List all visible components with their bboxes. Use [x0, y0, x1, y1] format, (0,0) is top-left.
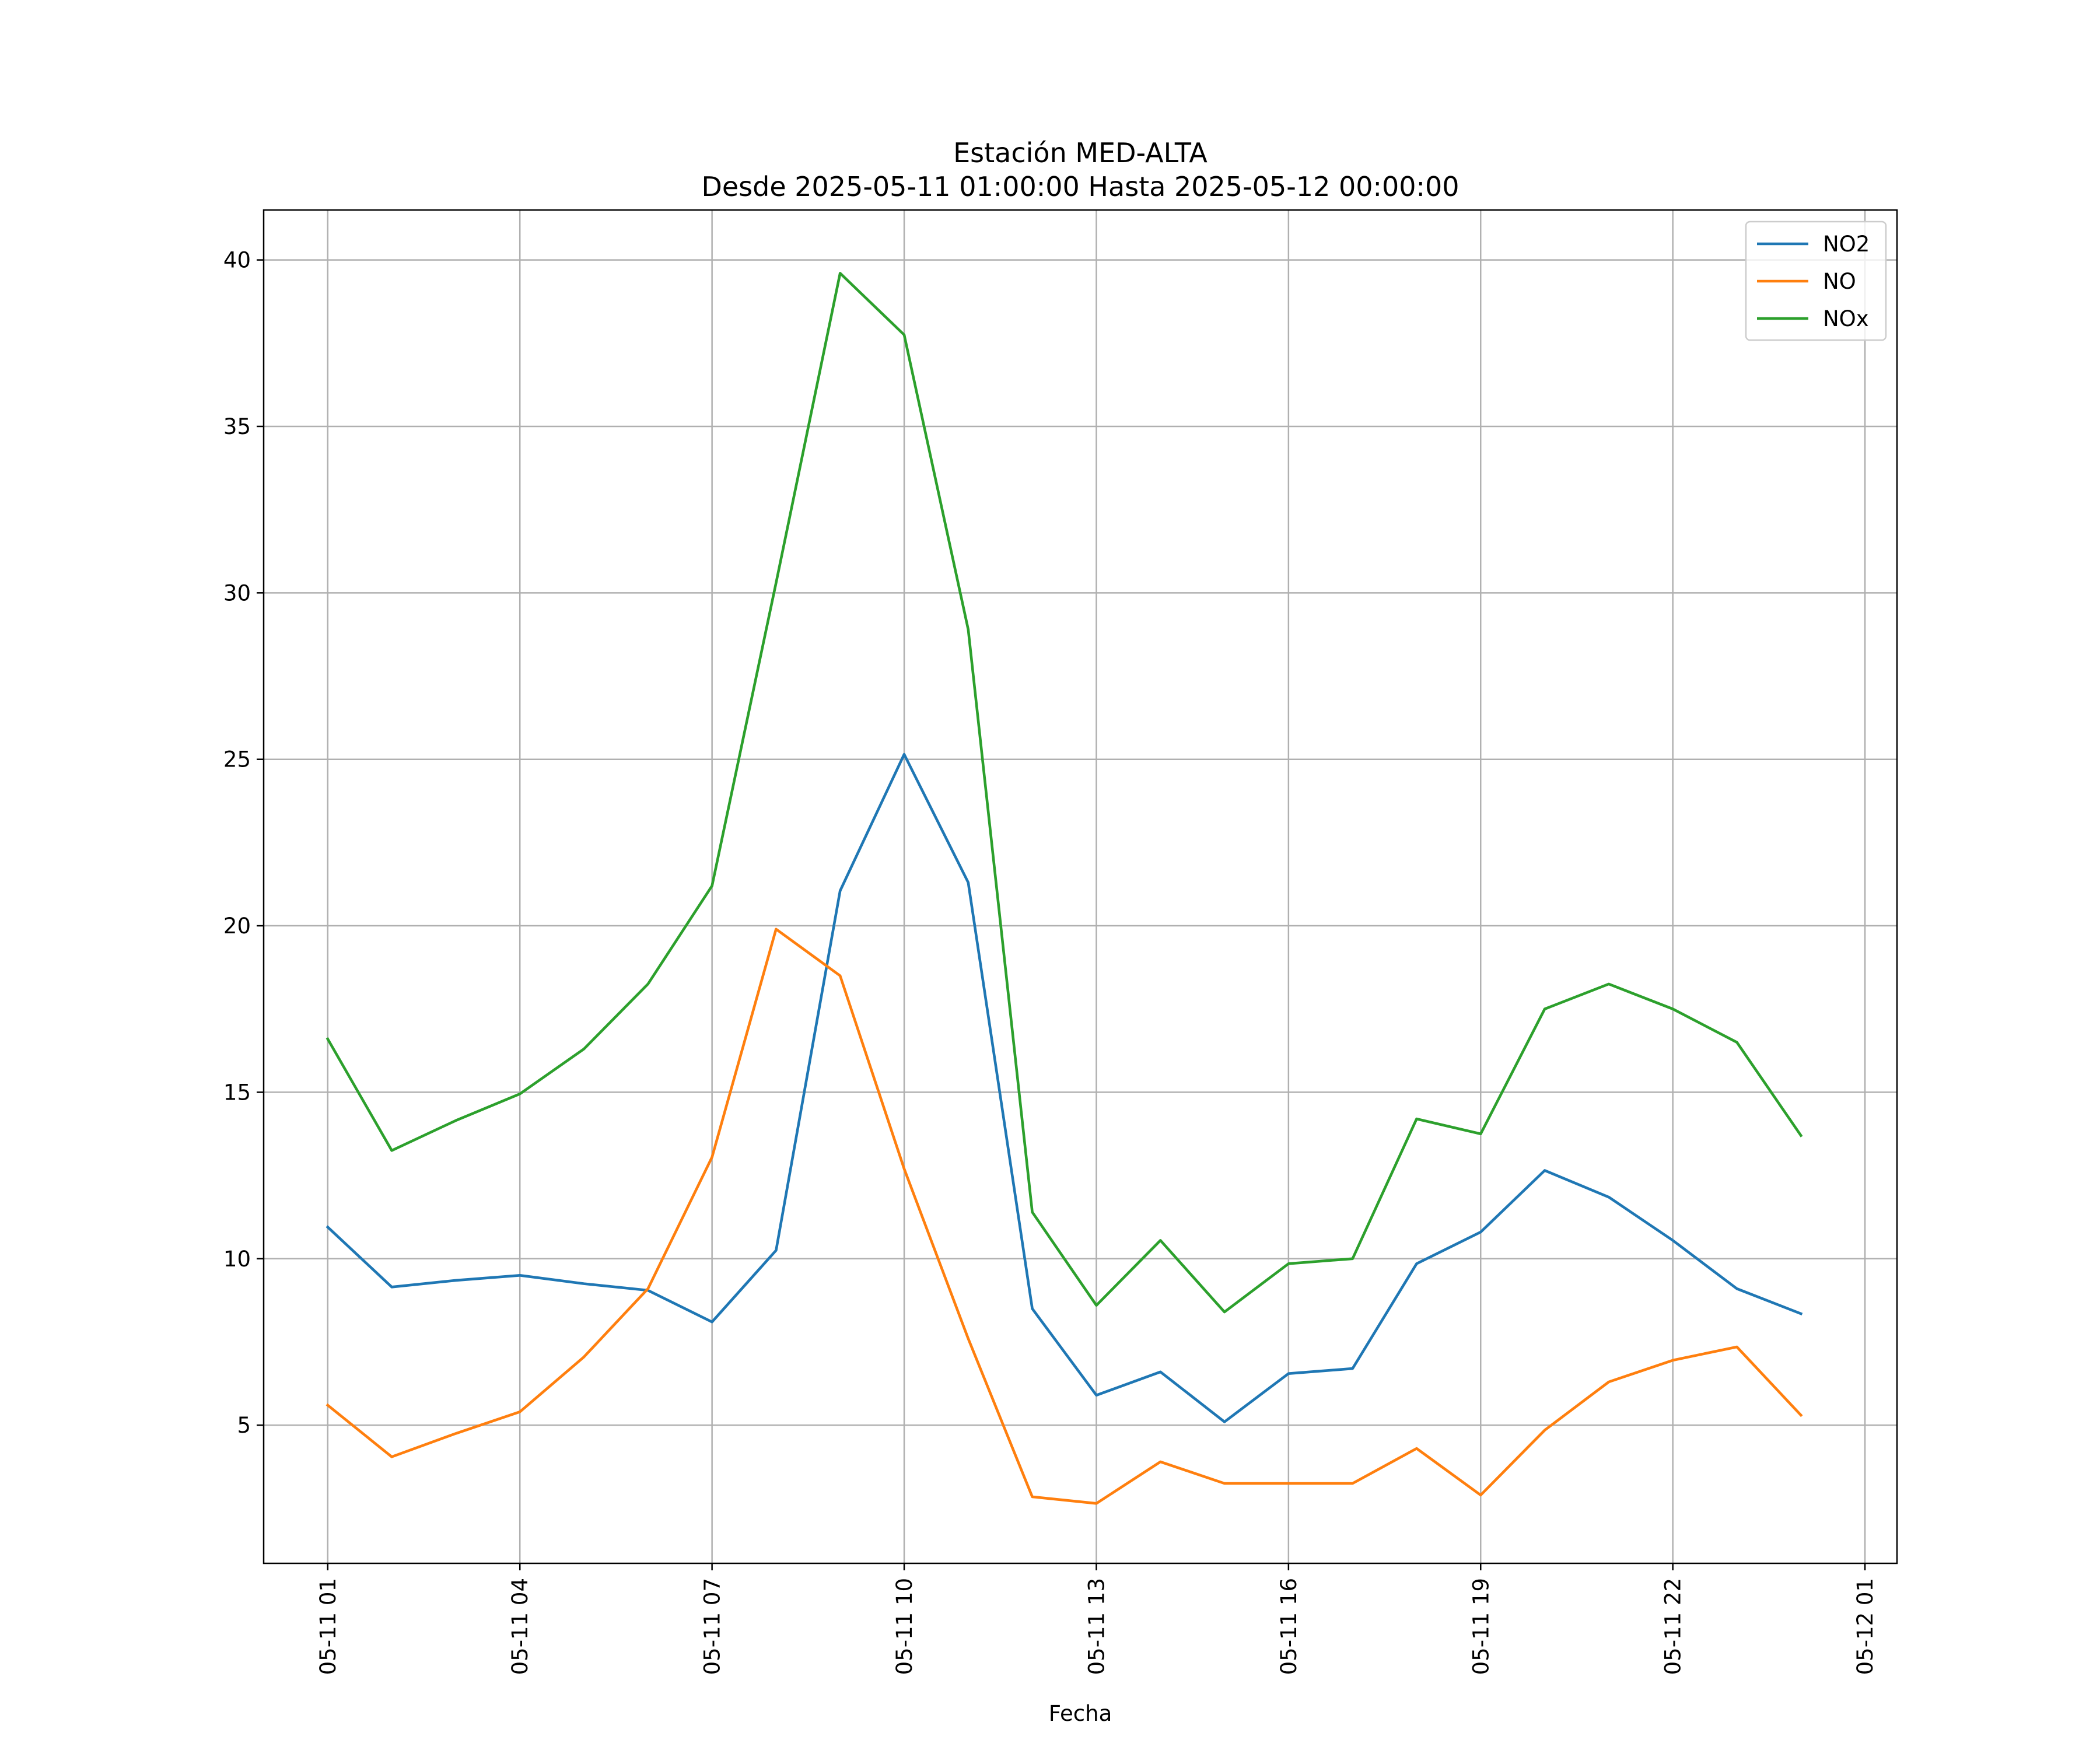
legend-label-no: NO — [1823, 269, 1856, 294]
x-tick-label: 05-11 16 — [1276, 1578, 1301, 1675]
x-tick-label: 05-12 01 — [1853, 1578, 1878, 1675]
x-tick-label: 05-11 10 — [892, 1578, 917, 1675]
x-tick-label: 05-11 07 — [700, 1578, 725, 1675]
chart-title: Estación MED-ALTA — [953, 137, 1208, 169]
y-tick-label: 20 — [223, 914, 251, 939]
series-lines — [326, 272, 1803, 1505]
y-tick-label: 10 — [223, 1247, 251, 1272]
y-tick-label: 40 — [223, 248, 251, 273]
y-tick-label: 35 — [223, 414, 251, 439]
legend-frame — [1745, 220, 1887, 341]
legend-label-nox: NOx — [1823, 306, 1869, 331]
plot-frame — [262, 209, 1898, 1564]
y-tick-label: 30 — [223, 580, 251, 606]
x-axis-label: Fecha — [1049, 1701, 1112, 1726]
x-tick-label: 05-11 13 — [1084, 1578, 1109, 1675]
x-tick-label: 05-11 04 — [508, 1578, 533, 1675]
y-axis-ticks: 5 10 15 20 25 30 35 40 — [223, 248, 264, 1438]
legend: NO2 NO NOx — [1745, 220, 1887, 341]
x-tick-label: 05-11 01 — [316, 1578, 341, 1675]
y-tick-label: 5 — [237, 1413, 251, 1438]
chart-subtitle: Desde 2025-05-11 01:00:00 Hasta 2025-05-… — [701, 171, 1459, 202]
x-tick-label: 05-11 19 — [1468, 1578, 1493, 1675]
series-line-no — [326, 928, 1803, 1505]
y-tick-label: 25 — [223, 747, 251, 772]
legend-label-no2: NO2 — [1823, 232, 1870, 257]
x-axis-ticks: 05-11 01 05-11 04 05-11 07 05-11 10 05-11 13… — [316, 1563, 1878, 1675]
y-tick-label: 15 — [223, 1080, 251, 1105]
series-line-no2 — [326, 752, 1803, 1423]
x-tick-label: 05-11 22 — [1661, 1578, 1686, 1675]
series-line-nox — [326, 272, 1803, 1314]
